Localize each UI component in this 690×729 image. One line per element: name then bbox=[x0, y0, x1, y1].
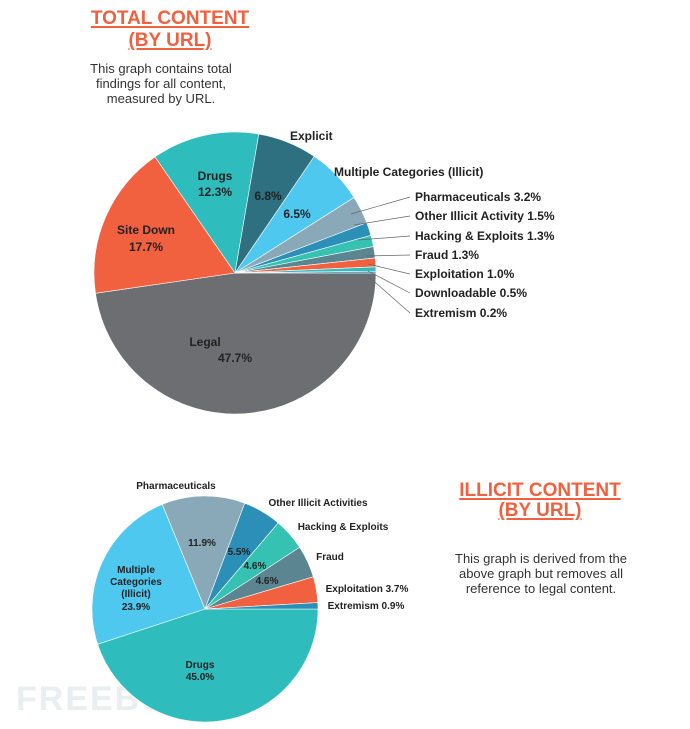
top-label-hacking-exploits: Hacking & Exploits 1.3% bbox=[415, 229, 555, 243]
top-label-other-illicit-activity: Other Illicit Activity 1.5% bbox=[415, 209, 555, 223]
top-label-legal-name: Legal bbox=[189, 335, 220, 349]
top-chart-title-line1: TOTAL CONTENT bbox=[90, 8, 250, 29]
top-leader-hacking-exploits bbox=[357, 235, 411, 241]
top-label-explicit-name: Explicit bbox=[290, 129, 333, 143]
top-label-pharmaceuticals: Pharmaceuticals 3.2% bbox=[415, 190, 541, 204]
bottom-label-fraud-name: Fraud bbox=[316, 552, 344, 563]
bottom-label-multiple-line3: (Illicit) bbox=[121, 589, 150, 600]
top-label-extremism: Extremism 0.2% bbox=[415, 306, 507, 320]
bottom-label-multiple-line1: Multiple bbox=[117, 565, 155, 576]
top-chart-description: This graph contains total findings for a… bbox=[90, 61, 232, 106]
top-chart-title-line2: (BY URL) bbox=[128, 30, 212, 51]
bottom-label-drugs-name: Drugs bbox=[186, 660, 215, 671]
top-leader-other-illicit-activity bbox=[353, 215, 411, 226]
bottom-chart-title-line2: (BY URL) bbox=[498, 500, 582, 521]
top-slice-drugs bbox=[154, 131, 260, 274]
top-slice-extremism bbox=[234, 270, 377, 274]
top-label-site-down-name: Site Down bbox=[117, 223, 175, 237]
bottom-label-extremism: Extremism 0.9% bbox=[328, 601, 405, 612]
top-label-legal-value: 47.7% bbox=[218, 351, 252, 365]
top-label-downloadable: Downloadable 0.5% bbox=[415, 286, 527, 300]
top-label-multiple-name: Multiple Categories (Illicit) bbox=[334, 165, 483, 179]
bottom-label-exploitation: Exploitation 3.7% bbox=[326, 584, 409, 595]
top-leader-downloadable bbox=[367, 270, 411, 294]
bottom-label-pharma-value: 11.9% bbox=[188, 538, 216, 549]
bottom-label-multiple-line2: Categories bbox=[110, 577, 162, 588]
bottom-label-other-value: 5.5% bbox=[228, 547, 251, 558]
bottom-slice-drugs bbox=[97, 608, 319, 723]
bottom-label-drugs-value: 45.0% bbox=[186, 672, 214, 683]
top-leader-pharmaceuticals bbox=[350, 196, 411, 215]
top-label-explicit-value: 6.8% bbox=[254, 189, 282, 203]
top-label-drugs-value: 12.3% bbox=[198, 185, 232, 199]
bottom-chart-title-line1: ILLICIT CONTENT bbox=[459, 480, 621, 501]
top-label-drugs-name: Drugs bbox=[198, 169, 233, 183]
bottom-slice-pharmaceuticals bbox=[161, 495, 246, 610]
bottom-label-multiple-value: 23.9% bbox=[122, 602, 150, 613]
bottom-label-other-name: Other Illicit Activities bbox=[268, 498, 368, 509]
top-label-exploitation: Exploitation 1.0% bbox=[415, 267, 515, 281]
bottom-label-pharma-name: Pharmaceuticals bbox=[136, 481, 216, 492]
bottom-chart-description: This graph is derived from the above gra… bbox=[455, 551, 627, 596]
top-slice-legal bbox=[95, 272, 377, 415]
top-leader-exploitation bbox=[367, 263, 411, 275]
bottom-label-fraud-value: 4.6% bbox=[256, 576, 279, 587]
top-leader-extremism bbox=[367, 275, 411, 314]
bottom-label-hacking-value: 4.6% bbox=[244, 561, 267, 572]
top-label-fraud: Fraud 1.3% bbox=[415, 248, 479, 262]
top-label-multiple-value: 6.5% bbox=[283, 207, 311, 221]
bottom-slice-multiple-categories-illicit bbox=[91, 503, 206, 645]
top-slice-site-down bbox=[93, 156, 236, 294]
top-leader-fraud bbox=[365, 254, 411, 257]
bottom-label-hacking-name: Hacking & Exploits bbox=[298, 522, 389, 533]
bottom-slice-extremism bbox=[204, 602, 319, 610]
top-label-site-down-value: 17.7% bbox=[129, 240, 163, 254]
